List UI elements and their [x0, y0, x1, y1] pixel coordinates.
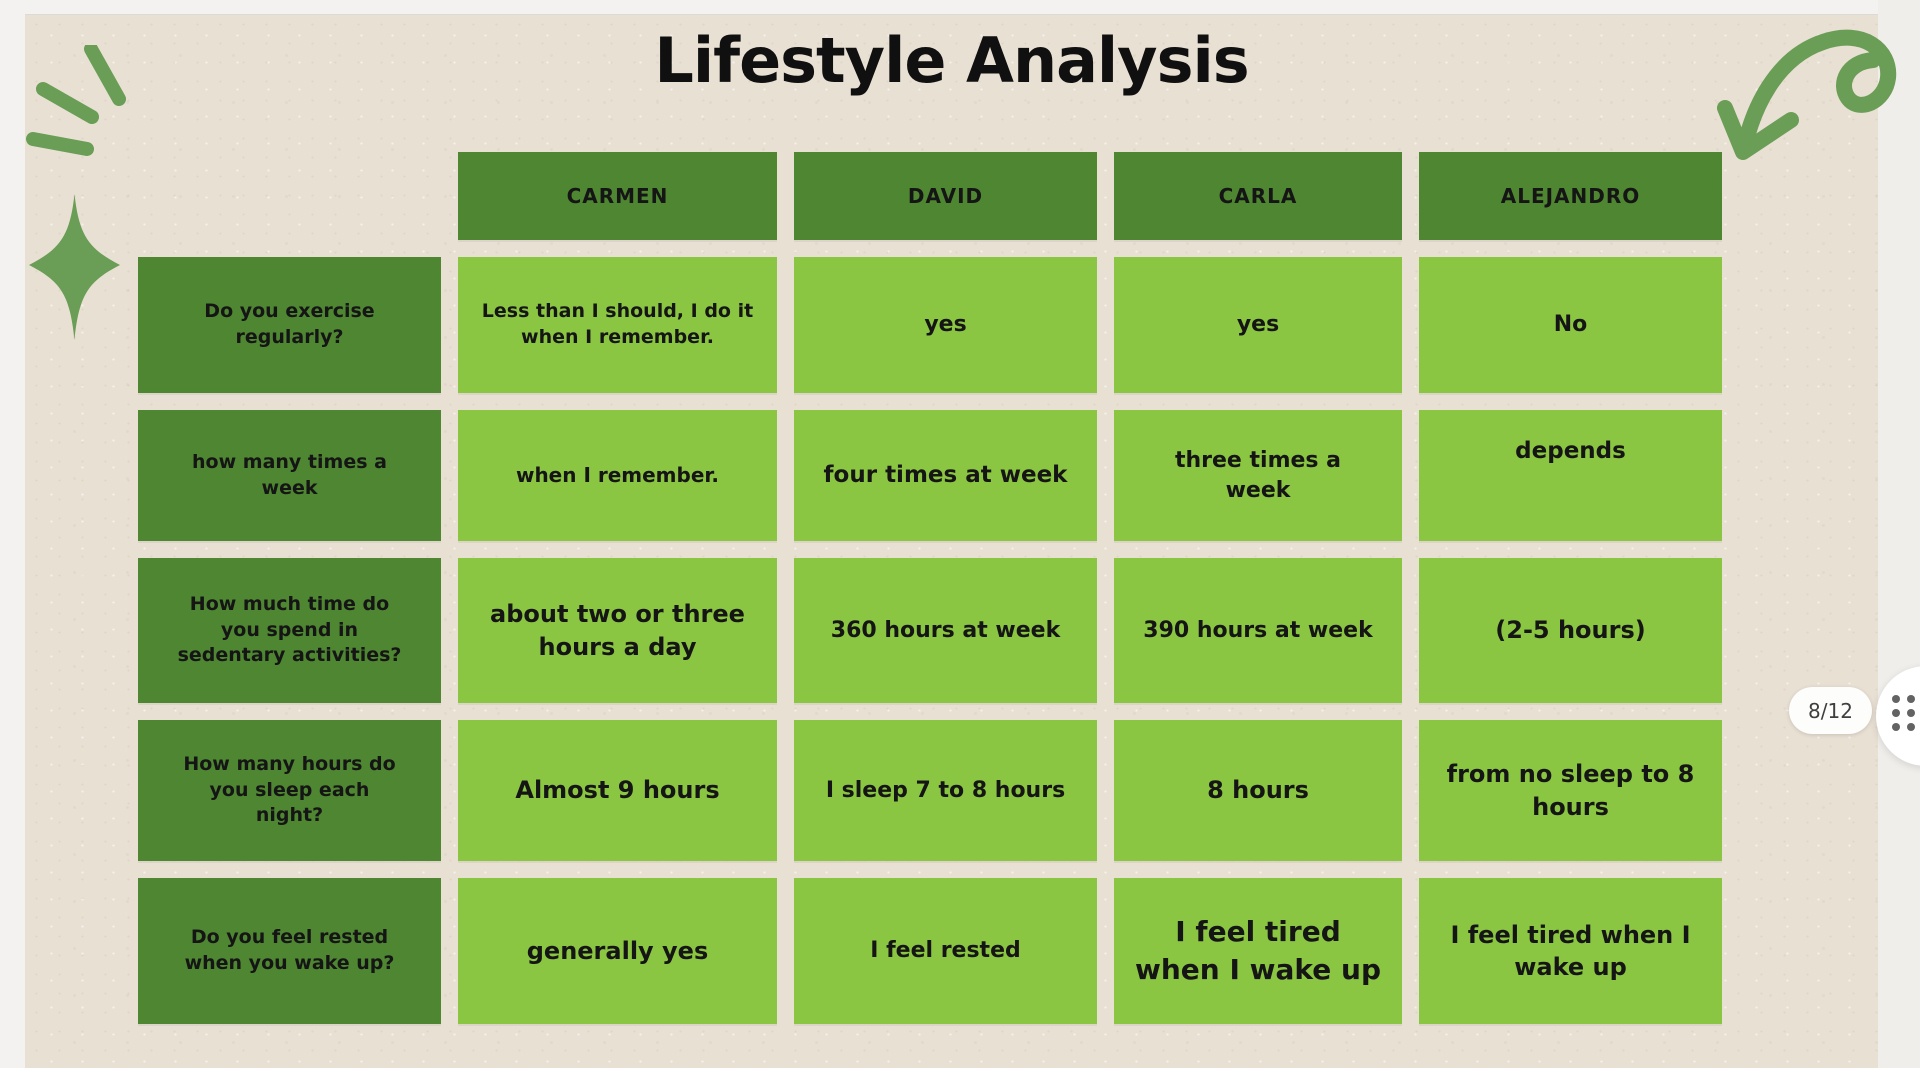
question-cell: Do you exercise regularly?: [138, 257, 441, 393]
answer-cell-alejandro: No: [1419, 257, 1722, 393]
answer-cell-carla: I feel tired when I wake up: [1114, 878, 1402, 1024]
column-header-david: DAVID: [794, 152, 1097, 240]
answer-cell-carla: three times a week: [1114, 410, 1402, 541]
answer-cell-carmen: Less than I should, I do it when I remem…: [458, 257, 777, 393]
question-cell: How much time do you spend in sedentary …: [138, 558, 441, 703]
answer-cell-david: four times at week: [794, 410, 1097, 541]
column-header-alejandro: ALEJANDRO: [1419, 152, 1722, 240]
answer-cell-carla: yes: [1114, 257, 1402, 393]
table-corner-cell: [138, 152, 441, 240]
right-edge-strip: [1878, 0, 1920, 1068]
column-header-carmen: CARMEN: [458, 152, 777, 240]
answer-cell-carla: 390 hours at week: [1114, 558, 1402, 703]
answer-cell-alejandro: (2-5 hours): [1419, 558, 1722, 703]
answer-cell-david: 360 hours at week: [794, 558, 1097, 703]
answer-cell-alejandro: depends: [1419, 410, 1722, 541]
slide-title: Lifestyle Analysis: [654, 24, 1249, 97]
question-cell: Do you feel rested when you wake up?: [138, 878, 441, 1024]
answer-cell-carla: 8 hours: [1114, 720, 1402, 861]
answer-cell-carmen: Almost 9 hours: [458, 720, 777, 861]
page-indicator-badge[interactable]: 8/12: [1789, 687, 1872, 734]
answer-cell-carmen: generally yes: [458, 878, 777, 1024]
answer-cell-carmen: when I remember.: [458, 410, 777, 541]
answer-cell-david: yes: [794, 257, 1097, 393]
answer-cell-carmen: about two or three hours a day: [458, 558, 777, 703]
answer-cell-alejandro: from no sleep to 8 hours: [1419, 720, 1722, 861]
six-dot-grid-icon: [1892, 695, 1915, 731]
question-cell: how many times a week: [138, 410, 441, 541]
answer-cell-david: I feel rested: [794, 878, 1097, 1024]
left-edge-strip: [0, 0, 25, 1068]
answer-cell-alejandro: I feel tired when I wake up: [1419, 878, 1722, 1024]
question-cell: How many hours do you sleep each night?: [138, 720, 441, 861]
answer-cell-david: I sleep 7 to 8 hours: [794, 720, 1097, 861]
column-header-carla: CARLA: [1114, 152, 1402, 240]
top-edge-strip: [0, 0, 1920, 15]
lifestyle-table: CARMEN DAVID CARLA ALEJANDRO Do you exer…: [138, 152, 1722, 1024]
